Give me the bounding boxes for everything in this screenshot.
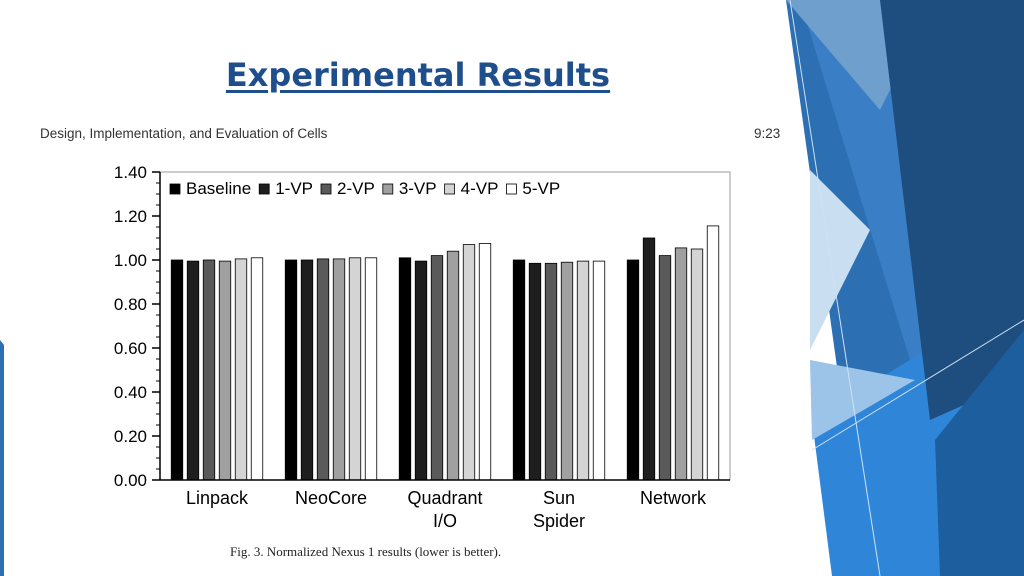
legend-label: Baseline xyxy=(186,179,251,198)
legend-label: 1-VP xyxy=(275,179,313,198)
legend-label: 4-VP xyxy=(461,179,499,198)
bar-5-vp xyxy=(364,257,378,481)
legend-swatch-5-vp xyxy=(506,183,517,195)
y-tick-label: 0.60 xyxy=(114,339,147,358)
paper-header-title: Design, Implementation, and Evaluation o… xyxy=(40,126,328,141)
figure-caption: Fig. 3. Normalized Nexus 1 results (lowe… xyxy=(230,544,502,559)
bar-4-vp xyxy=(462,244,476,481)
y-tick-label: 0.00 xyxy=(114,471,147,490)
legend-swatch-2-vp xyxy=(320,183,332,195)
bar-1-vp xyxy=(642,237,656,481)
bar-3-vp xyxy=(560,261,574,481)
legend-label: 2-VP xyxy=(337,179,375,198)
bar-baseline xyxy=(512,259,526,481)
bar-4-vp xyxy=(348,257,362,481)
bar-3-vp xyxy=(332,258,346,481)
bar-5-vp xyxy=(592,260,606,481)
y-tick-label: 0.80 xyxy=(114,295,147,314)
bar-2-vp xyxy=(430,255,444,481)
bar-5-vp xyxy=(250,257,264,481)
legend-swatch-1-vp xyxy=(258,183,270,195)
bar-2-vp xyxy=(316,258,330,481)
bar-baseline xyxy=(398,257,412,481)
slide-title: Experimental Results xyxy=(225,56,611,94)
x-tick-label: NeoCore xyxy=(295,488,367,508)
bar-5-vp xyxy=(478,243,492,481)
bar-2-vp xyxy=(544,262,558,481)
y-tick-label: 0.40 xyxy=(114,383,147,402)
legend-label: 5-VP xyxy=(522,179,560,198)
legend-swatch-3-vp xyxy=(382,183,394,195)
x-tick-label: Linpack xyxy=(186,488,249,508)
x-tick-label: Network xyxy=(640,488,707,508)
bar-3-vp xyxy=(218,260,232,481)
bar-1-vp xyxy=(528,262,542,481)
legend-swatch-baseline xyxy=(169,183,181,195)
bar-1-vp xyxy=(186,260,200,481)
bar-baseline xyxy=(284,259,298,481)
y-tick-label: 1.00 xyxy=(114,251,147,270)
bar-2-vp xyxy=(658,255,672,481)
legend-label: 3-VP xyxy=(399,179,437,198)
bar-3-vp xyxy=(674,247,688,481)
paper-page-number: 9:23 xyxy=(754,126,781,141)
y-tick-label: 0.20 xyxy=(114,427,147,446)
bar-1-vp xyxy=(414,260,428,481)
bar-baseline xyxy=(170,259,184,481)
bar-5-vp xyxy=(706,225,720,481)
x-tick-label: Quadrant I/O xyxy=(407,488,482,531)
bar-baseline xyxy=(626,259,640,481)
bar-4-vp xyxy=(234,258,248,481)
bar-3-vp xyxy=(446,250,460,481)
bar-4-vp xyxy=(690,248,704,481)
bar-4-vp xyxy=(576,260,590,481)
legend-swatch-4-vp xyxy=(444,183,456,195)
bar-1-vp xyxy=(300,259,314,481)
bar-2-vp xyxy=(202,259,216,481)
y-tick-label: 1.20 xyxy=(114,207,147,226)
y-tick-label: 1.40 xyxy=(114,163,147,182)
x-tick-label: Sun Spider xyxy=(533,488,585,531)
